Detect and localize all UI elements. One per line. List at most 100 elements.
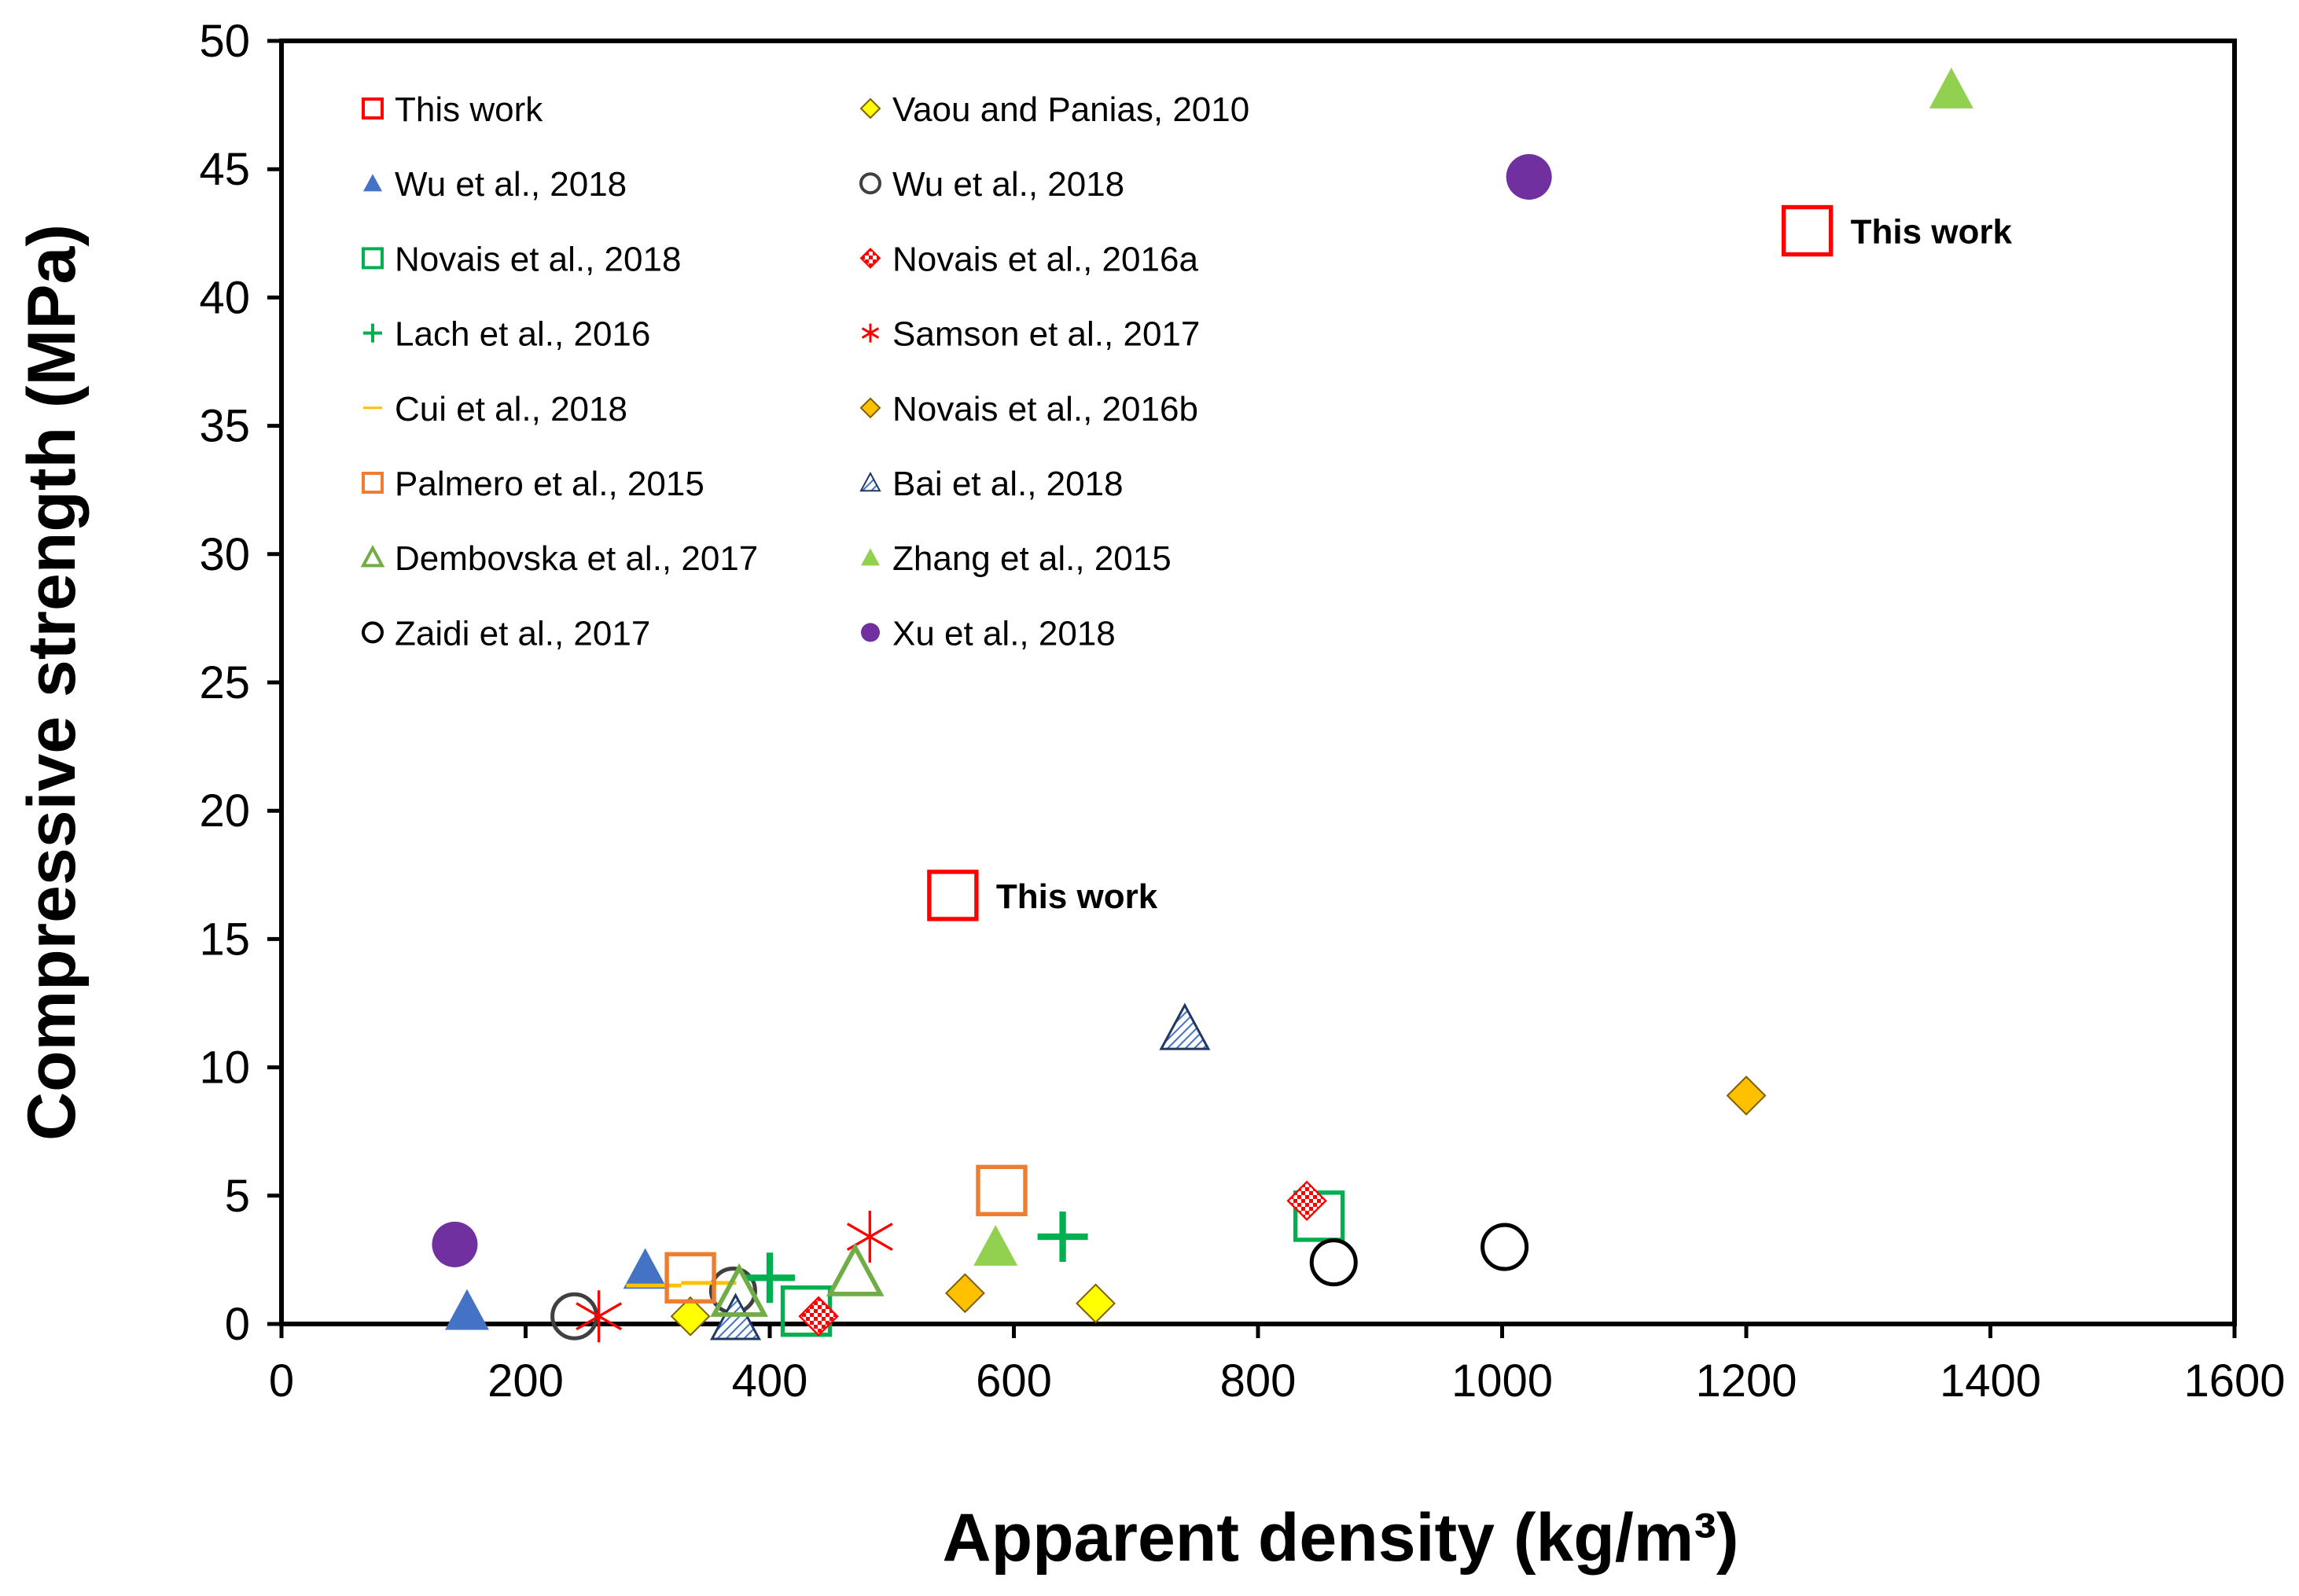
legend-marker	[861, 623, 880, 642]
data-point	[444, 1289, 489, 1330]
legend-label: Novais et al., 2016a	[892, 240, 1198, 278]
legend-marker	[362, 472, 384, 494]
legend-item: Xu et al., 2018	[861, 614, 1116, 653]
legend-marker	[362, 97, 384, 120]
annotation-label: This work	[1851, 213, 2013, 252]
legend-marker	[861, 323, 880, 343]
data-point	[976, 1164, 1028, 1216]
data-point	[1781, 204, 1834, 257]
legend-item: Palmero et al., 2015	[362, 465, 704, 503]
legend-label: Cui et al., 2018	[395, 390, 627, 428]
data-point	[973, 1225, 1018, 1266]
legend-label: Novais et al., 2016b	[892, 390, 1198, 428]
data-point	[670, 1296, 711, 1337]
legend-label: Vaou and Panias, 2010	[892, 90, 1249, 129]
data-point	[710, 1293, 762, 1340]
legend-item: Zhang et al., 2015	[861, 539, 1172, 578]
legend-marker	[362, 621, 384, 644]
data-point	[1481, 1223, 1529, 1271]
x-tick-label: 1000	[1451, 1355, 1553, 1407]
x-tick-label: 200	[487, 1355, 564, 1407]
legend-label: Wu et al., 2018	[892, 165, 1124, 204]
data-point	[1293, 1190, 1345, 1242]
y-tick-label: 20	[199, 785, 250, 837]
y-tick-label: 30	[199, 529, 250, 580]
legend: This work Vaou and Panias, 2010 Wu et al.,…	[360, 90, 1249, 653]
legend-marker	[859, 97, 881, 120]
x-tick-label: 1400	[1940, 1355, 2041, 1407]
axis-ticks: 0 200 400 600 800 1000 1200 1400 1600 0 5 10 15 20 25 3…	[199, 16, 2285, 1407]
data-point	[1726, 1076, 1767, 1116]
data-point	[1506, 153, 1552, 200]
legend-label: Novais et al., 2018	[395, 240, 681, 278]
legend-item: Novais et al., 2016b	[859, 390, 1198, 428]
x-tick-label: 0	[269, 1355, 294, 1407]
legend-item: Novais et al., 2018	[362, 240, 681, 278]
legend-label: Bai et al., 2018	[892, 465, 1124, 503]
data-point	[432, 1221, 478, 1267]
legend-item: Novais et al., 2016a	[859, 240, 1198, 278]
data-point	[1159, 1002, 1211, 1050]
legend-label: Wu et al., 2018	[395, 165, 627, 204]
data-point	[1929, 68, 1973, 108]
data-point	[798, 1296, 839, 1337]
y-tick-label: 45	[199, 144, 250, 195]
legend-label: Xu et al., 2018	[892, 614, 1116, 653]
legend-label: This work	[395, 90, 543, 129]
y-tick-label: 35	[199, 401, 250, 452]
legend-marker	[861, 548, 880, 566]
legend-marker	[363, 174, 382, 192]
legend-marker	[859, 471, 881, 492]
legend-marker	[363, 323, 382, 343]
legend-label: Lach et al., 2016	[395, 315, 650, 354]
data-point	[664, 1252, 716, 1304]
y-tick-label: 40	[199, 272, 250, 323]
x-tick-label: 1600	[2183, 1355, 2285, 1407]
y-tick-label: 50	[199, 16, 250, 67]
plot-area	[279, 39, 2237, 1326]
legend-marker	[859, 397, 881, 419]
legend-item: Lach et al., 2016	[363, 315, 650, 354]
y-tick-label: 25	[199, 657, 250, 708]
data-point	[1076, 1283, 1116, 1324]
x-tick-label: 800	[1220, 1355, 1297, 1407]
legend-label: Samson et al., 2017	[892, 315, 1200, 354]
y-tick-label: 0	[225, 1299, 250, 1350]
y-tick-label: 15	[199, 914, 250, 965]
x-tick-label: 1200	[1695, 1355, 1797, 1407]
legend-label: Dembovska et al., 2017	[395, 539, 758, 578]
data-point	[1286, 1180, 1327, 1222]
legend-item: Samson et al., 2017	[861, 315, 1200, 354]
legend-marker	[859, 172, 881, 195]
y-axis-title: Compressive strength (MPa)	[14, 224, 90, 1141]
y-tick-label: 5	[225, 1171, 250, 1222]
legend-marker	[360, 544, 385, 568]
data-point	[710, 1263, 769, 1317]
annotation-label: This work	[996, 877, 1158, 916]
legend-marker	[859, 247, 881, 269]
legend-label: Zhang et al., 2015	[892, 539, 1172, 578]
x-tick-label: 600	[976, 1355, 1052, 1407]
data-point	[1037, 1212, 1088, 1263]
legend-item: Wu et al., 2018	[363, 165, 627, 204]
legend-item: Zaidi et al., 2017	[362, 614, 650, 653]
legend-item: Dembovska et al., 2017	[360, 539, 758, 578]
annotations: This work This work	[996, 213, 2013, 916]
data-point	[623, 1248, 668, 1289]
legend-marker	[362, 247, 384, 270]
data-point	[944, 1273, 985, 1314]
data-point	[927, 870, 979, 921]
legend-label: Palmero et al., 2015	[395, 465, 704, 503]
data-point	[1309, 1238, 1358, 1287]
data-markers	[432, 68, 1973, 1343]
y-tick-label: 10	[199, 1043, 250, 1094]
legend-item: This work	[362, 90, 543, 129]
x-axis-title: Apparent density (kg/m³)	[943, 1500, 1739, 1576]
legend-item: Bai et al., 2018	[859, 465, 1124, 503]
legend-item: Vaou and Panias, 2010	[859, 90, 1249, 129]
legend-label: Zaidi et al., 2017	[395, 614, 650, 653]
data-point	[745, 1252, 795, 1304]
data-point	[826, 1242, 885, 1296]
